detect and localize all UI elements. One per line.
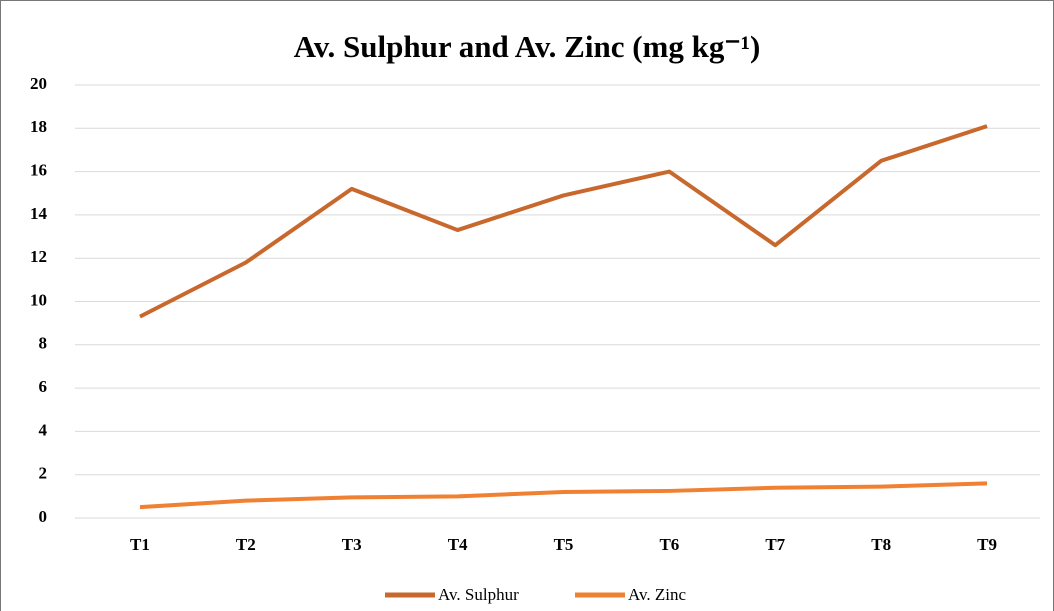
y-tick-label: 16 bbox=[30, 161, 47, 180]
y-tick-label: 2 bbox=[39, 464, 48, 483]
x-tick-label: T6 bbox=[659, 535, 679, 554]
series-line bbox=[139, 124, 988, 319]
x-tick-label: T3 bbox=[342, 535, 362, 554]
x-tick-label: T7 bbox=[765, 535, 785, 554]
y-tick-label: 4 bbox=[39, 420, 48, 439]
y-tick-label: 20 bbox=[30, 74, 47, 93]
y-tick-label: 12 bbox=[30, 247, 47, 266]
x-tick-label: T8 bbox=[871, 535, 891, 554]
y-tick-label: 10 bbox=[30, 290, 47, 309]
series-line bbox=[139, 481, 988, 510]
x-tick-label: T5 bbox=[554, 535, 574, 554]
y-tick-label: 14 bbox=[30, 204, 48, 223]
y-tick-label: 0 bbox=[39, 507, 48, 526]
y-tick-label: 6 bbox=[39, 377, 48, 396]
x-tick-label: T2 bbox=[236, 535, 256, 554]
y-tick-label: 8 bbox=[39, 334, 48, 353]
legend-label: Av. Zinc bbox=[628, 585, 687, 604]
chart-title: Av. Sulphur and Av. Zinc (mg kg⁻¹) bbox=[294, 29, 761, 64]
x-tick-label: T1 bbox=[130, 535, 150, 554]
x-tick-label: T4 bbox=[448, 535, 468, 554]
legend-label: Av. Sulphur bbox=[438, 585, 519, 604]
y-tick-label: 18 bbox=[30, 117, 47, 136]
x-tick-label: T9 bbox=[977, 535, 997, 554]
